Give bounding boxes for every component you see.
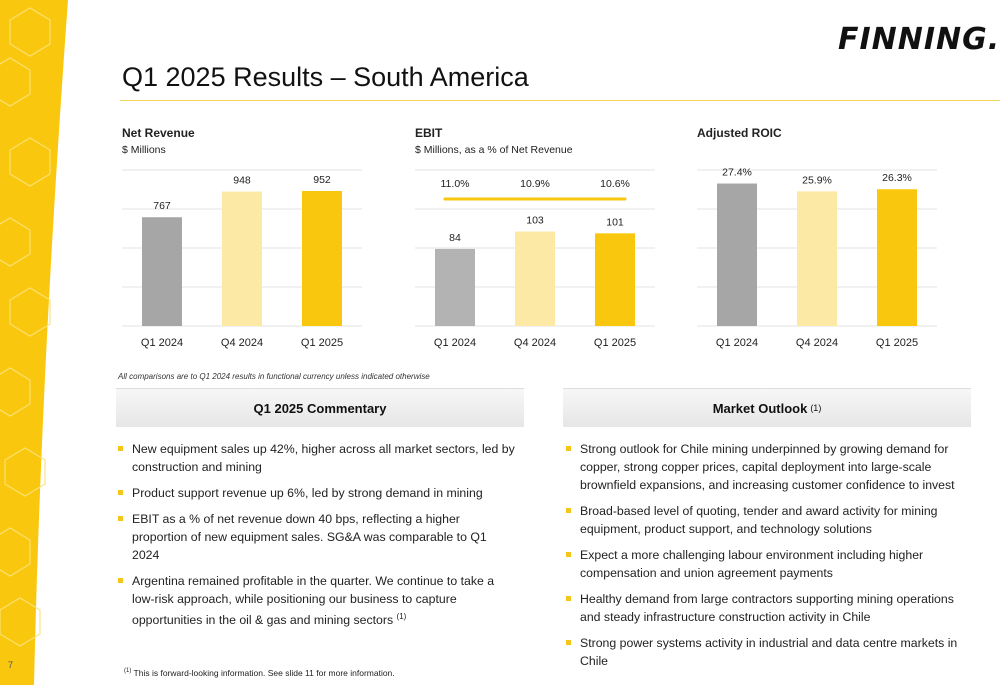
bar xyxy=(717,183,757,326)
footnote-ref: (1) xyxy=(124,668,132,675)
list-item: Expect a more challenging labour environ… xyxy=(564,546,969,582)
chart-title: EBIT xyxy=(415,126,443,140)
list-item: Healthy demand from large contractors su… xyxy=(564,590,969,626)
data-label: 25.9% xyxy=(802,174,832,186)
outlook-header: Market Outlook (1) xyxy=(563,388,971,427)
x-tick-label: Q1 2024 xyxy=(141,337,183,349)
data-label: 26.3% xyxy=(882,172,912,184)
finning-logo: FINNING. xyxy=(838,22,1000,57)
list-item: Strong power systems activity in industr… xyxy=(564,634,969,670)
chart-subtitle: $ Millions, as a % of Net Revenue xyxy=(415,144,573,156)
title-divider xyxy=(120,100,1000,101)
footnote-text: This is forward-looking information. See… xyxy=(131,668,395,678)
bar xyxy=(222,191,262,326)
list-item: EBIT as a % of net revenue down 40 bps, … xyxy=(116,510,516,564)
commentary-heading: Q1 2025 Commentary xyxy=(253,400,387,416)
ebit-chart: EBIT $ Millions, as a % of Net Revenue 8… xyxy=(415,120,665,360)
chart-subtitle: $ Millions xyxy=(122,144,166,156)
bar xyxy=(142,217,182,326)
commentary-list: New equipment sales up 42%, higher acros… xyxy=(116,440,516,637)
line-label: 11.0% xyxy=(441,178,470,190)
net-revenue-chart: Net Revenue $ Millions 767 Q1 2024 948 Q4 2… xyxy=(122,120,372,360)
data-label: 767 xyxy=(153,200,171,212)
data-label: 101 xyxy=(606,216,624,228)
net-revenue-plot: 767 Q1 2024 948 Q4 2024 952 Q1 2025 xyxy=(122,169,362,349)
page-title: Q1 2025 Results – South America xyxy=(122,62,529,92)
chart-title: Adjusted ROIC xyxy=(697,126,782,140)
bar xyxy=(435,248,475,326)
x-tick-label: Q1 2024 xyxy=(716,337,758,349)
outlook-footnote-ref: (1) xyxy=(810,403,822,413)
data-label: 948 xyxy=(233,175,251,187)
outlook-heading: Market Outlook xyxy=(712,400,808,416)
data-label: 952 xyxy=(313,174,331,186)
x-tick-label: Q1 2025 xyxy=(301,337,343,349)
bar xyxy=(595,233,635,326)
x-tick-label: Q4 2024 xyxy=(796,337,838,349)
list-item: Strong outlook for Chile mining underpin… xyxy=(564,440,969,494)
bar xyxy=(302,190,342,326)
line-label: 10.6% xyxy=(600,178,630,190)
x-tick-label: Q1 2025 xyxy=(594,337,636,349)
line-label: 10.9% xyxy=(520,178,550,190)
list-item: Argentina remained profitable in the qua… xyxy=(116,572,516,629)
x-tick-label: Q1 2025 xyxy=(876,337,918,349)
x-tick-label: Q4 2024 xyxy=(514,337,556,349)
outlook-list: Strong outlook for Chile mining underpin… xyxy=(564,440,969,678)
bar xyxy=(515,231,555,326)
list-item: Product support revenue up 6%, led by st… xyxy=(116,484,516,502)
list-item: Broad-based level of quoting, tender and… xyxy=(564,502,969,538)
bar xyxy=(797,191,837,326)
data-label: 27.4% xyxy=(722,167,752,179)
comparison-note: All comparisons are to Q1 2024 results i… xyxy=(118,372,430,381)
footnote: (1) This is forward-looking information.… xyxy=(124,668,395,678)
ebit-plot: 84 Q1 2024 103 Q4 2024 101 Q1 2025 11.0% 10.9% 1… xyxy=(415,169,655,349)
x-tick-label: Q1 2024 xyxy=(434,337,476,349)
commentary-footnote-ref: (1) xyxy=(396,612,407,621)
commentary-header: Q1 2025 Commentary xyxy=(116,388,524,427)
page-number: 7 xyxy=(8,660,14,670)
chart-title: Net Revenue xyxy=(122,126,195,140)
adjusted-roic-chart: Adjusted ROIC 27.4% Q1 2024 25.9% Q4 2024 26… xyxy=(697,120,947,360)
list-item: New equipment sales up 42%, higher acros… xyxy=(116,440,516,476)
data-label: 84 xyxy=(449,232,461,244)
decorative-hexagon-band xyxy=(0,0,68,685)
data-label: 103 xyxy=(526,214,544,226)
x-tick-label: Q4 2024 xyxy=(221,337,263,349)
bar xyxy=(877,189,917,326)
adjusted-roic-plot: 27.4% Q1 2024 25.9% Q4 2024 26.3% Q1 2025 xyxy=(697,167,937,349)
